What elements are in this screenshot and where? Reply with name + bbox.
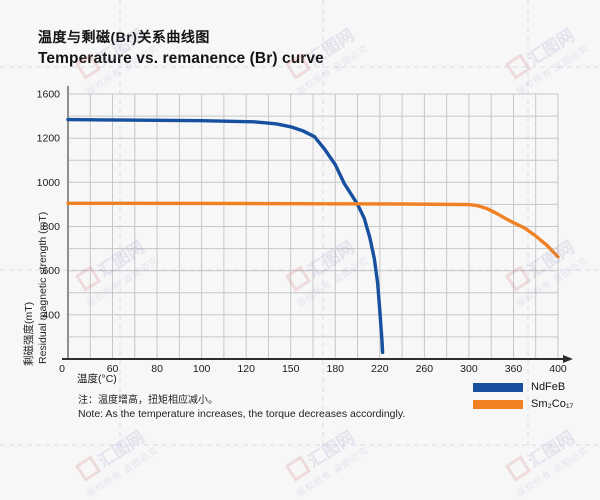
x-tick-label: 120 [237, 363, 255, 375]
y-axis-title-en: Residual magnetic strength (mT) [37, 211, 49, 364]
x-tick-label: 0 [59, 363, 65, 375]
chart-canvas: 0 60 80 100 120 150 180 220 260 300 360 400 400 600 80… [0, 0, 600, 450]
legend-item-ndfeb: NdFeB [473, 381, 573, 393]
chart-header: 温度与剩磁(Br)关系曲线图 Temperature vs. remanence… [38, 27, 324, 68]
footnote-en: Note: As the temperature increases, the … [78, 408, 406, 420]
x-tick-label: 150 [282, 363, 300, 375]
y-tick-label: 1000 [37, 177, 61, 189]
x-tick-label: 80 [151, 363, 163, 375]
legend-label-ndfeb: NdFeB [531, 381, 566, 393]
y-tick-label: 1600 [37, 89, 61, 101]
series-curve-sm2co17 [66, 201, 560, 259]
x-tick-label: 400 [549, 363, 567, 375]
x-axis-title: 温度(°C) [77, 373, 117, 385]
footnote: 注：温度增高，扭矩相应减小。 Note: As the temperature … [78, 391, 405, 420]
x-axis-arrow [563, 355, 573, 363]
legend-label-sm2co17: Sm₂Co₁₇ [531, 398, 574, 410]
y-axis-title-zh: 剩磁强度(mT) [23, 301, 35, 366]
chart-legend: NdFeB Sm₂Co₁₇ [473, 381, 573, 410]
x-tick-label: 220 [371, 363, 389, 375]
y-tick-label: 600 [42, 265, 60, 277]
page-title-zh: 温度与剩磁(Br)关系曲线图 [38, 29, 210, 45]
footnote-zh: 注：温度增高，扭矩相应减小。 [78, 395, 218, 406]
series-curve-ndfeb [66, 117, 385, 355]
x-tick-label: 180 [327, 363, 345, 375]
y-tick-label: 1200 [37, 133, 61, 145]
y-tick-label: 800 [42, 221, 60, 233]
x-tick-label: 360 [505, 363, 523, 375]
grid-lines [68, 93, 559, 359]
legend-item-sm2co17: Sm₂Co₁₇ [473, 398, 573, 410]
y-tick-label: 400 [42, 309, 60, 321]
x-tick-label: 100 [193, 363, 211, 375]
page-title-en: Temperature vs. remanence (Br) curve [38, 50, 324, 67]
x-tick-label: 260 [416, 363, 434, 375]
sm2co17-color-swatch [473, 399, 523, 409]
x-tick-label: 300 [460, 363, 478, 375]
x-tick-label: 60 [107, 363, 119, 375]
ndfeb-color-swatch [473, 382, 523, 392]
